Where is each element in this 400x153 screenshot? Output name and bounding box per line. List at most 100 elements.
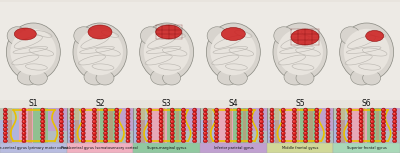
Circle shape (204, 109, 206, 110)
Circle shape (41, 131, 45, 135)
Circle shape (382, 136, 384, 137)
Circle shape (270, 127, 274, 131)
Circle shape (170, 112, 174, 116)
Circle shape (327, 117, 328, 118)
Ellipse shape (340, 23, 394, 81)
Circle shape (382, 109, 384, 110)
Circle shape (92, 123, 96, 127)
Bar (28, 108, 32, 143)
Circle shape (3, 112, 7, 116)
Circle shape (226, 131, 230, 135)
Circle shape (104, 132, 106, 133)
Circle shape (281, 127, 285, 131)
Circle shape (182, 131, 186, 135)
Text: S5: S5 (295, 99, 305, 108)
Circle shape (338, 124, 339, 126)
Circle shape (70, 120, 74, 124)
Circle shape (104, 109, 106, 110)
Circle shape (182, 117, 184, 118)
Circle shape (115, 116, 119, 120)
Circle shape (382, 117, 384, 118)
Circle shape (304, 139, 308, 143)
Circle shape (304, 120, 306, 122)
Circle shape (348, 135, 352, 139)
Circle shape (226, 132, 228, 133)
Circle shape (315, 116, 319, 120)
Circle shape (304, 117, 306, 118)
Circle shape (92, 112, 96, 116)
Circle shape (104, 139, 108, 143)
Circle shape (60, 136, 62, 137)
Circle shape (23, 113, 24, 114)
Circle shape (292, 112, 296, 116)
Circle shape (4, 113, 6, 114)
Circle shape (71, 140, 72, 141)
Circle shape (281, 120, 285, 124)
Circle shape (70, 135, 74, 139)
Circle shape (226, 140, 228, 141)
Ellipse shape (210, 29, 256, 75)
Circle shape (194, 132, 195, 133)
Circle shape (160, 120, 161, 122)
Circle shape (59, 120, 63, 124)
Bar (133, 108, 200, 143)
Ellipse shape (284, 69, 306, 85)
Circle shape (226, 109, 228, 110)
Bar (333, 108, 352, 143)
Circle shape (81, 127, 85, 131)
Circle shape (71, 128, 72, 130)
Circle shape (338, 140, 339, 141)
Circle shape (23, 132, 24, 133)
Circle shape (116, 128, 117, 130)
Circle shape (93, 136, 95, 137)
Bar (75, 108, 79, 143)
Circle shape (237, 139, 241, 143)
Circle shape (360, 117, 361, 118)
Ellipse shape (344, 29, 390, 75)
Circle shape (170, 123, 174, 127)
Bar (0, 108, 67, 143)
Circle shape (126, 116, 130, 120)
Text: Middle frontal gyrus: Middle frontal gyrus (282, 146, 318, 150)
Circle shape (138, 124, 139, 126)
Bar (352, 108, 372, 143)
Circle shape (116, 124, 117, 126)
Circle shape (182, 135, 186, 139)
Bar (376, 108, 379, 143)
Circle shape (382, 116, 386, 120)
Circle shape (170, 131, 174, 135)
Circle shape (360, 132, 361, 133)
Circle shape (304, 132, 306, 133)
Bar (333, 108, 352, 120)
Circle shape (237, 112, 241, 116)
Circle shape (282, 109, 283, 110)
Circle shape (126, 112, 130, 116)
Circle shape (304, 120, 308, 124)
Circle shape (126, 108, 130, 112)
Circle shape (60, 109, 62, 110)
Circle shape (382, 127, 386, 131)
Circle shape (271, 136, 272, 137)
Circle shape (127, 120, 128, 122)
Circle shape (292, 131, 296, 135)
Circle shape (138, 128, 139, 130)
Circle shape (60, 128, 62, 130)
Circle shape (71, 117, 72, 118)
Bar (0, 108, 19, 120)
Bar (133, 108, 152, 120)
Text: S3: S3 (162, 99, 172, 108)
Circle shape (148, 139, 152, 143)
Circle shape (22, 131, 26, 135)
Circle shape (248, 112, 252, 116)
Circle shape (271, 128, 272, 130)
Circle shape (348, 139, 352, 143)
Circle shape (393, 120, 397, 124)
Circle shape (42, 113, 43, 114)
Ellipse shape (10, 29, 56, 75)
Circle shape (93, 140, 95, 141)
Circle shape (371, 124, 372, 126)
Circle shape (238, 140, 239, 141)
Circle shape (203, 108, 207, 112)
Circle shape (270, 131, 274, 135)
Circle shape (214, 139, 218, 143)
